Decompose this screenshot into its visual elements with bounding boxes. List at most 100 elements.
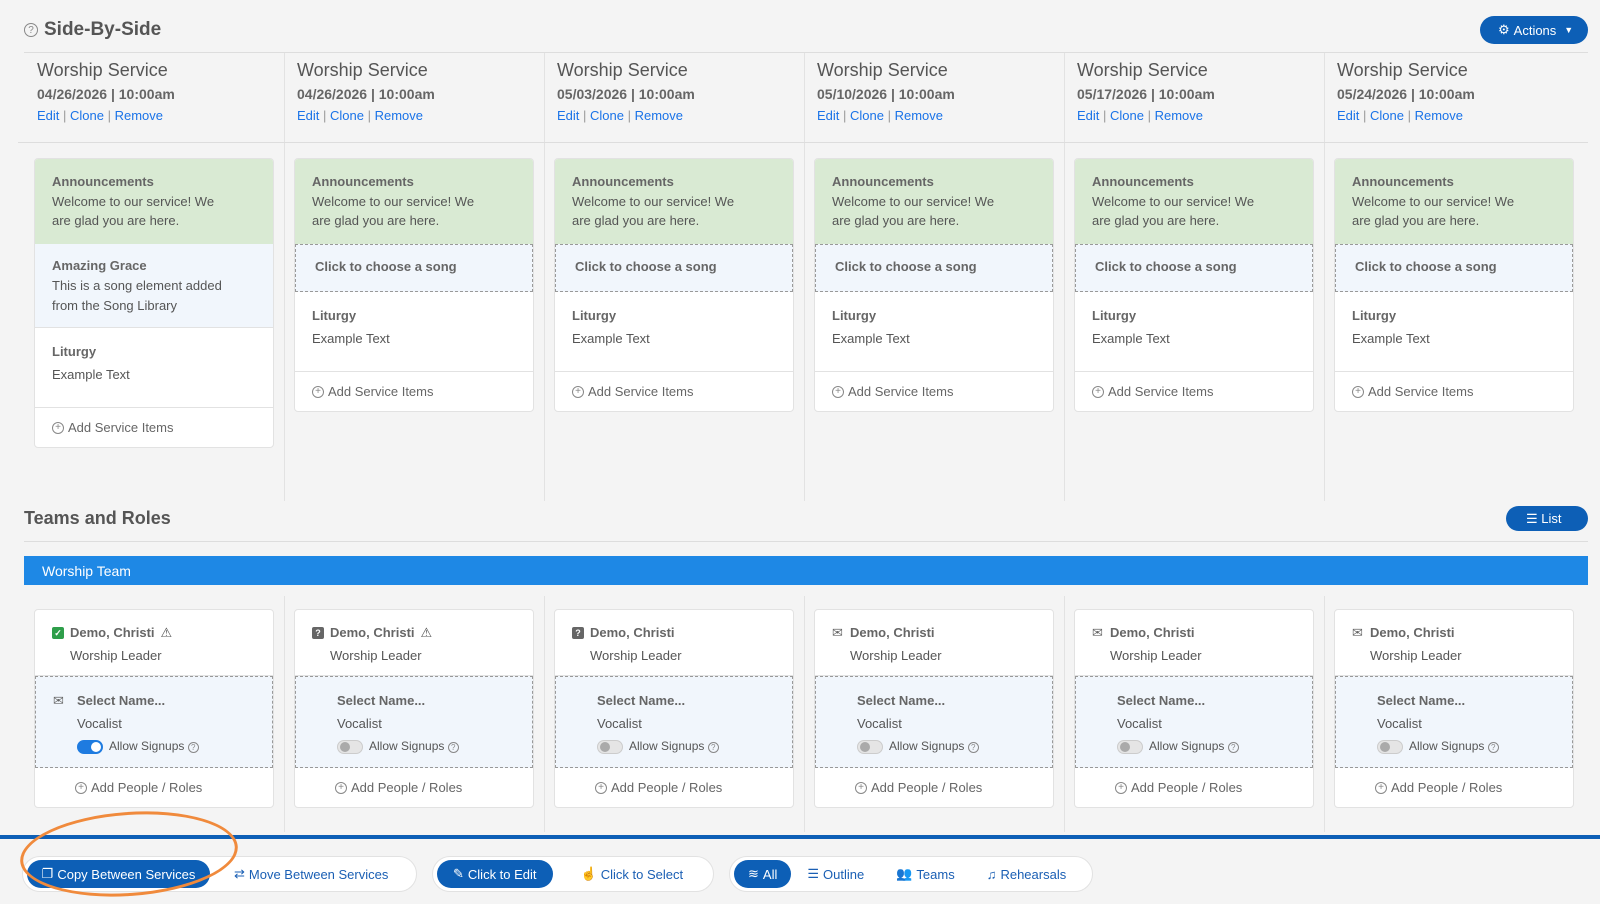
team-member[interactable]: ? Demo, Christi ⚠ Worship Leader xyxy=(295,610,533,676)
service-date: 05/03/2026 | 10:00am xyxy=(557,86,695,102)
choose-song-placeholder[interactable]: Click to choose a song xyxy=(815,244,1053,292)
open-role-slot[interactable]: Select Name... Vocalist Allow Signups ? xyxy=(815,676,1053,768)
move-between-services-button[interactable]: ⇄ Move Between Services xyxy=(218,860,404,888)
remove-service-link[interactable]: Remove xyxy=(1154,108,1204,123)
copy-between-services-button[interactable]: ❐ Copy Between Services xyxy=(27,860,210,888)
add-people-roles-button[interactable]: + Add People / Roles xyxy=(1335,768,1573,807)
add-service-items-button[interactable]: + Add Service Items xyxy=(1075,372,1313,411)
announcement-item[interactable]: Announcements Welcome to our service! We … xyxy=(1075,159,1313,244)
member-role: Worship Leader xyxy=(330,648,422,663)
help-icon[interactable]: ? xyxy=(967,742,979,753)
team-member[interactable]: ✉ Demo, Christi Worship Leader xyxy=(1335,610,1573,676)
column-divider xyxy=(1324,596,1325,832)
clone-service-link[interactable]: Clone xyxy=(590,108,624,123)
song-item[interactable]: Amazing Grace This is a song element adde… xyxy=(35,244,273,328)
edit-service-link[interactable]: Edit xyxy=(1337,108,1360,123)
team-member[interactable]: ✉ Demo, Christi Worship Leader xyxy=(815,610,1053,676)
team-member[interactable]: ✉ Demo, Christi Worship Leader xyxy=(1075,610,1313,676)
list-view-button[interactable]: ☰ List xyxy=(1506,506,1588,531)
open-role-slot[interactable]: Select Name... Vocalist Allow Signups ? xyxy=(1335,676,1573,768)
allow-signups-toggle[interactable] xyxy=(857,739,883,754)
choose-song-placeholder[interactable]: Click to choose a song xyxy=(1335,244,1573,292)
team-member[interactable]: ? Demo, Christi Worship Leader xyxy=(555,610,793,676)
filter-outline-button[interactable]: ☰ Outline xyxy=(791,860,880,888)
filter-rehearsals-button[interactable]: ♫ Rehearsals xyxy=(971,860,1083,888)
edit-service-link[interactable]: Edit xyxy=(37,108,60,123)
add-people-roles-button[interactable]: + Add People / Roles xyxy=(35,768,273,807)
add-items-label: Add Service Items xyxy=(848,384,954,399)
liturgy-item[interactable]: Liturgy Example Text xyxy=(1075,292,1313,372)
add-service-items-button[interactable]: + Add Service Items xyxy=(815,372,1053,411)
add-people-roles-button[interactable]: + Add People / Roles xyxy=(555,768,793,807)
add-people-roles-button[interactable]: + Add People / Roles xyxy=(1075,768,1313,807)
add-people-roles-button[interactable]: + Add People / Roles xyxy=(815,768,1053,807)
edit-service-link[interactable]: Edit xyxy=(817,108,840,123)
allow-signups-toggle[interactable] xyxy=(1117,739,1143,754)
filter-teams-button[interactable]: 👥 Teams xyxy=(880,860,970,888)
actions-button[interactable]: ⚙ Actions ▼ xyxy=(1480,16,1588,44)
clone-service-link[interactable]: Clone xyxy=(850,108,884,123)
help-icon[interactable]: ? xyxy=(447,742,459,753)
open-role-slot[interactable]: Select Name... Vocalist Allow Signups ? xyxy=(295,676,533,768)
clone-service-link[interactable]: Clone xyxy=(1370,108,1404,123)
open-role-slot[interactable]: ✉ Select Name... Vocalist Allow Signups ? xyxy=(35,676,273,768)
announcement-item[interactable]: Announcements Welcome to our service! We … xyxy=(1335,159,1573,244)
announcement-item[interactable]: Announcements Welcome to our service! We … xyxy=(35,159,273,244)
allow-signups-toggle[interactable] xyxy=(77,739,103,754)
announcement-item[interactable]: Announcements Welcome to our service! We … xyxy=(555,159,793,244)
add-service-items-button[interactable]: + Add Service Items xyxy=(35,408,273,447)
allow-signups-toggle[interactable] xyxy=(337,739,363,754)
service-date: 04/26/2026 | 10:00am xyxy=(37,86,175,102)
remove-service-link[interactable]: Remove xyxy=(374,108,424,123)
clone-service-link[interactable]: Clone xyxy=(330,108,364,123)
click-select-label: Click to Select xyxy=(600,866,684,882)
edit-service-link[interactable]: Edit xyxy=(557,108,580,123)
open-role-slot[interactable]: Select Name... Vocalist Allow Signups ? xyxy=(1075,676,1313,768)
remove-service-link[interactable]: Remove xyxy=(1414,108,1464,123)
clone-service-link[interactable]: Clone xyxy=(70,108,104,123)
announcement-item[interactable]: Announcements Welcome to our service! We … xyxy=(295,159,533,244)
team-name: Worship Team xyxy=(42,563,131,579)
help-icon[interactable]: ? xyxy=(187,742,199,753)
item-text: Example Text xyxy=(1092,331,1170,346)
liturgy-item[interactable]: Liturgy Example Text xyxy=(555,292,793,372)
member-role: Worship Leader xyxy=(1370,648,1462,663)
help-icon[interactable]: ? xyxy=(1227,742,1239,753)
help-icon[interactable]: ? xyxy=(24,23,38,37)
remove-service-link[interactable]: Remove xyxy=(894,108,944,123)
add-people-roles-button[interactable]: + Add People / Roles xyxy=(295,768,533,807)
divider xyxy=(24,52,1588,53)
liturgy-item[interactable]: Liturgy Example Text xyxy=(35,328,273,408)
allow-signups-toggle[interactable] xyxy=(597,739,623,754)
team-card: ✓ Demo, Christi ⚠ Worship Leader ✉ Select Na… xyxy=(34,609,274,808)
add-service-items-button[interactable]: + Add Service Items xyxy=(555,372,793,411)
item-title: Liturgy xyxy=(832,308,877,323)
team-member[interactable]: ✓ Demo, Christi ⚠ Worship Leader xyxy=(35,610,273,676)
click-to-select-button[interactable]: ☝ Click to Select xyxy=(565,860,700,888)
team-header-worship-team[interactable]: Worship Team xyxy=(24,556,1588,585)
choose-song-placeholder[interactable]: Click to choose a song xyxy=(295,244,533,292)
click-to-edit-button[interactable]: ✎ Click to Edit xyxy=(437,860,553,888)
add-service-items-button[interactable]: + Add Service Items xyxy=(1335,372,1573,411)
add-service-items-button[interactable]: + Add Service Items xyxy=(295,372,533,411)
open-role-slot[interactable]: Select Name... Vocalist Allow Signups ? xyxy=(555,676,793,768)
clone-service-link[interactable]: Clone xyxy=(1110,108,1144,123)
choose-song-placeholder[interactable]: Click to choose a song xyxy=(1075,244,1313,292)
announcement-item[interactable]: Announcements Welcome to our service! We … xyxy=(815,159,1053,244)
column-divider xyxy=(1064,596,1065,832)
remove-service-link[interactable]: Remove xyxy=(634,108,684,123)
item-title: Liturgy xyxy=(572,308,617,323)
liturgy-item[interactable]: Liturgy Example Text xyxy=(815,292,1053,372)
choose-song-placeholder[interactable]: Click to choose a song xyxy=(555,244,793,292)
help-icon[interactable]: ? xyxy=(1487,742,1499,753)
liturgy-item[interactable]: Liturgy Example Text xyxy=(295,292,533,372)
filter-all-button[interactable]: ≋ All xyxy=(734,860,792,888)
allow-signups-toggle[interactable] xyxy=(1377,739,1403,754)
edit-service-link[interactable]: Edit xyxy=(297,108,320,123)
add-items-label: Add Service Items xyxy=(588,384,694,399)
remove-service-link[interactable]: Remove xyxy=(114,108,164,123)
edit-service-link[interactable]: Edit xyxy=(1077,108,1100,123)
add-people-label: Add People / Roles xyxy=(1391,780,1503,795)
liturgy-item[interactable]: Liturgy Example Text xyxy=(1335,292,1573,372)
help-icon[interactable]: ? xyxy=(707,742,719,753)
